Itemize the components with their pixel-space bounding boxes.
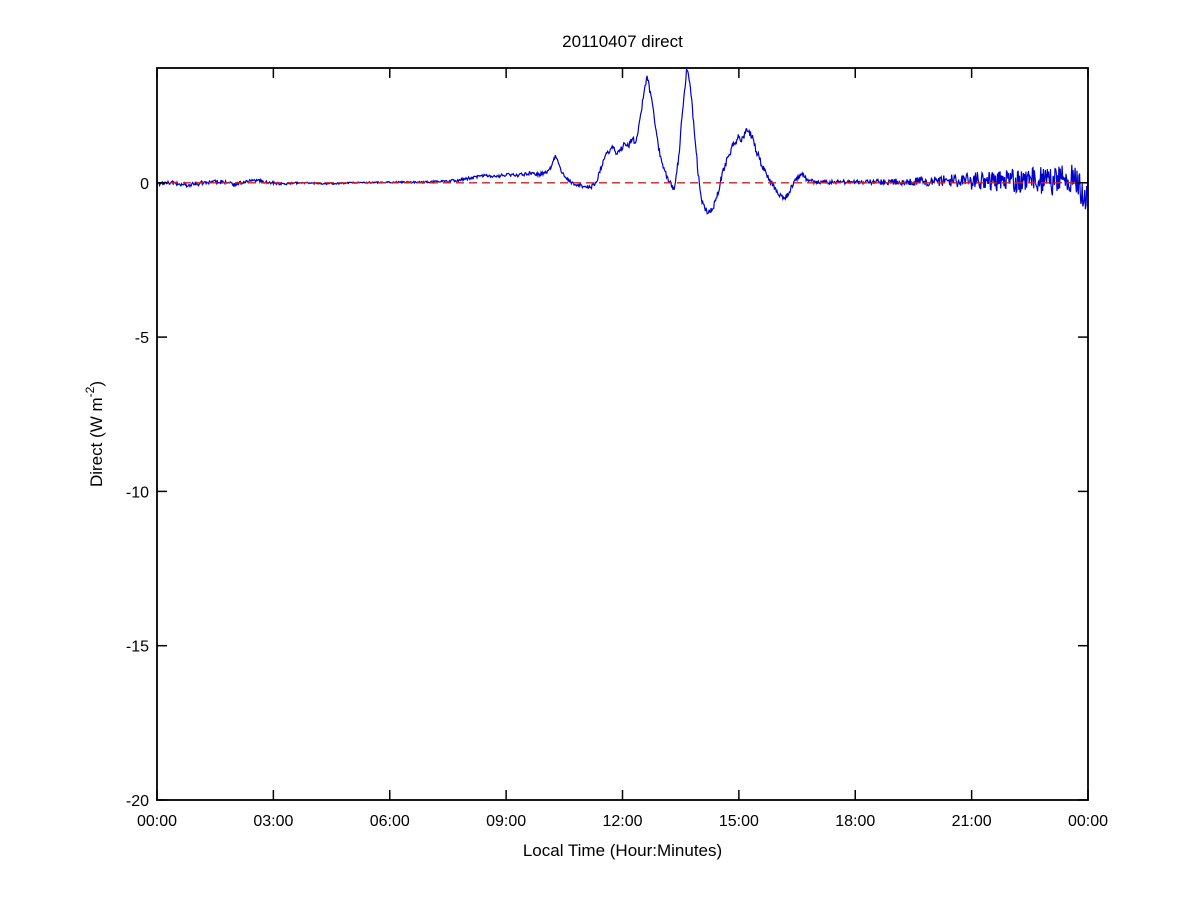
plot-area [157,68,1088,800]
y-tick-label: -10 [126,484,149,501]
x-tick-label: 18:00 [835,813,875,830]
y-tick-label: 0 [140,176,149,193]
y-axis-label-base: Direct (W m [87,397,106,487]
y-tick-labels: 0 -5 -10 -15 -20 [126,176,149,810]
x-tick-label: 12:00 [602,813,642,830]
series-lines [157,68,1088,215]
x-tick-label: 21:00 [952,813,992,830]
y-axis-label-superscript: -2 [83,386,97,397]
x-tick-label: 09:00 [486,813,526,830]
x-tick-label: 00:00 [1068,813,1108,830]
y-tick-label: -15 [126,639,149,656]
x-ticks [156,68,1089,800]
y-tick-label: -20 [126,793,149,810]
chart-title: 20110407 direct [562,32,683,51]
x-tick-labels: 00:00 03:00 06:00 09:00 12:00 15:00 18:00 21:00… [137,813,1108,830]
data-line-direct [157,68,1088,215]
x-tick-label: 06:00 [370,813,410,830]
y-ticks [157,182,1088,801]
x-tick-label: 03:00 [253,813,293,830]
x-axis-label: Local Time (Hour:Minutes) [523,841,722,860]
y-axis-label-close: ) [87,381,106,387]
y-tick-label: -5 [135,330,149,347]
y-axis-label: Direct (W m-2) [83,381,106,487]
x-tick-label: 00:00 [137,813,177,830]
x-tick-label: 15:00 [719,813,759,830]
